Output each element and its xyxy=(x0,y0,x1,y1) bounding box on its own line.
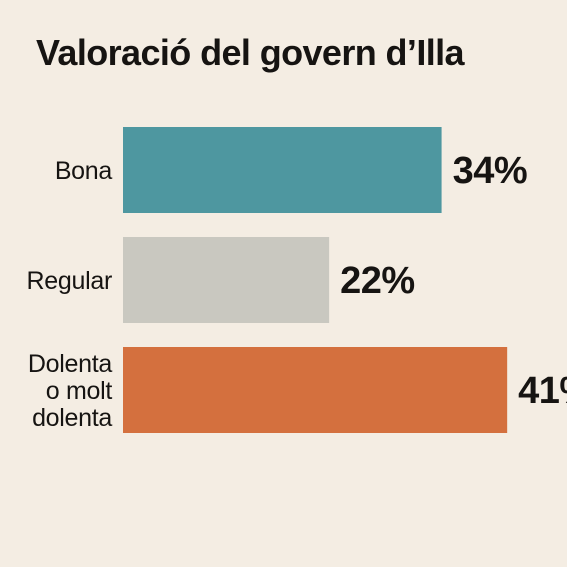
category-label-2: Dolenta o molt dolenta xyxy=(28,350,112,432)
category-label-1: Regular xyxy=(27,267,112,295)
value-label-1: 22% xyxy=(340,260,415,302)
chart-title: Valoració del govern d’Illa xyxy=(36,32,465,73)
bar-0 xyxy=(123,127,442,213)
category-label-0: Bona xyxy=(55,157,113,185)
value-label-2: 41% xyxy=(518,370,567,412)
bar-1 xyxy=(123,237,330,323)
bar-2 xyxy=(123,347,508,433)
value-label-0: 34% xyxy=(453,150,528,192)
